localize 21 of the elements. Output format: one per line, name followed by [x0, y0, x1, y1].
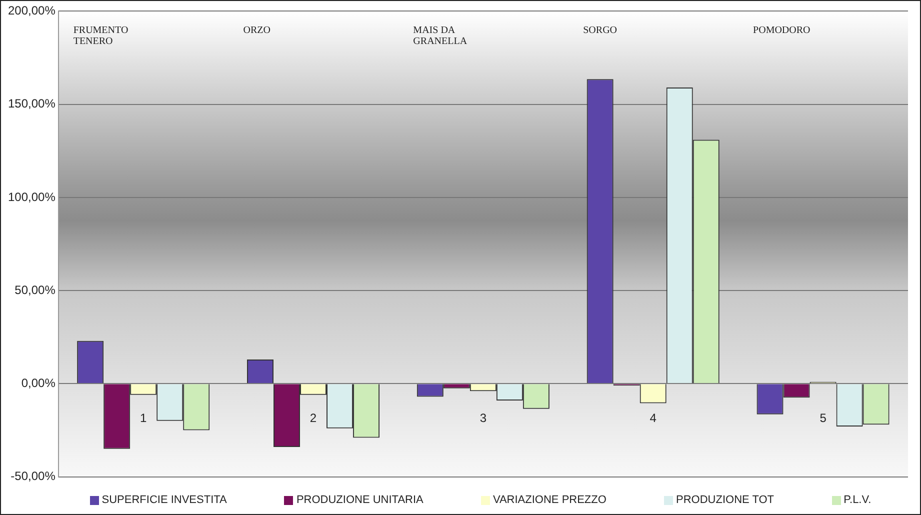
annotation: FRUMENTO TENERO	[73, 24, 128, 47]
y-tick-label: 200,00%	[8, 4, 56, 18]
annotation: POMODORO	[753, 24, 810, 36]
legend-label: PRODUZIONE UNITARIA	[296, 494, 424, 506]
x-tick-label: 2	[310, 411, 317, 426]
y-tick-label: 50,00%	[14, 282, 56, 297]
x-tick-label: 4	[650, 411, 657, 426]
y-tick-label: 100,00%	[8, 190, 56, 204]
legend-label: VARIAZIONE PREZZO	[492, 494, 606, 506]
y-tick-label: -50,00%	[10, 469, 56, 484]
legend-label: P.L.V.	[844, 494, 872, 506]
legend-label: SUPERFICIE INVESTITA	[102, 494, 227, 506]
annotation: MAIS DA GRANELLA	[413, 24, 468, 47]
x-tick-label: 1	[140, 411, 147, 426]
legend-label: PRODUZIONE TOT	[676, 494, 774, 506]
annotation: ORZO	[243, 24, 270, 36]
y-tick-label: 150,00%	[8, 96, 56, 111]
y-tick-label: 0,00%	[21, 376, 56, 390]
x-tick-label: 5	[820, 411, 827, 426]
x-tick-label: 3	[480, 411, 487, 426]
annotation: SORGO	[583, 24, 618, 36]
